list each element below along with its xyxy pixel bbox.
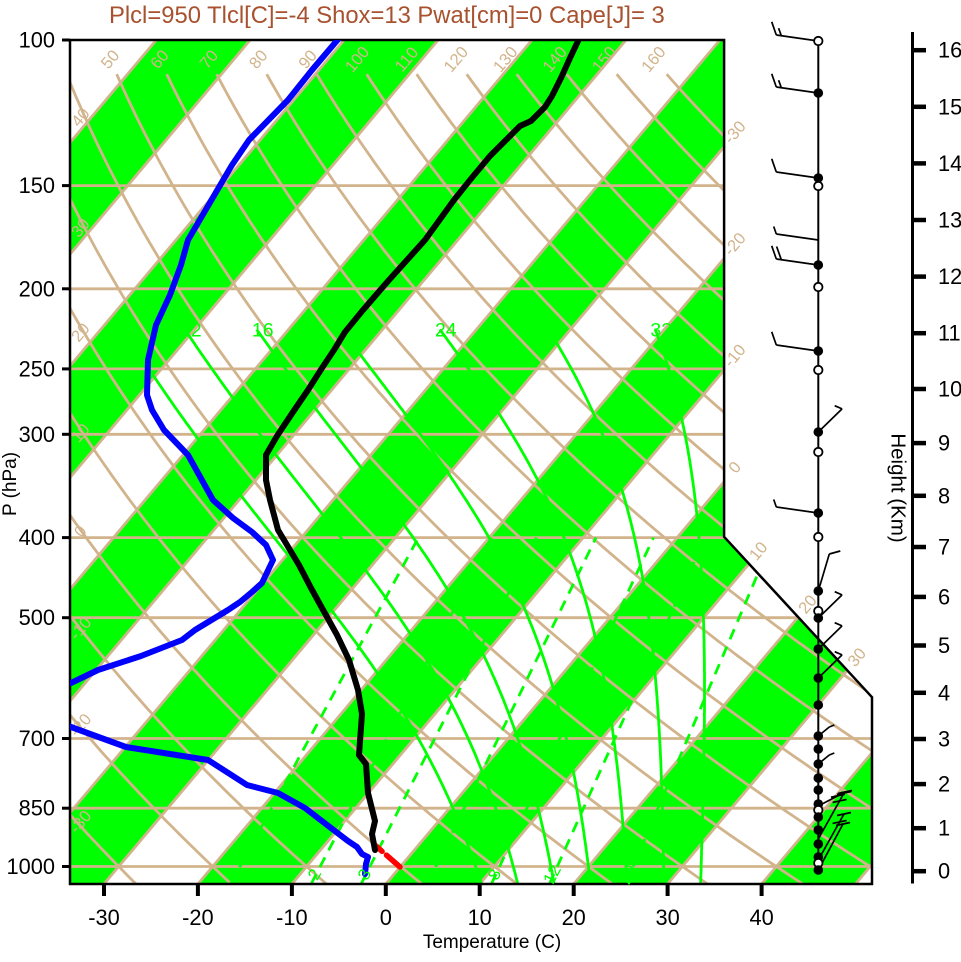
svg-text:3: 3 [938, 727, 950, 752]
svg-text:40: 40 [749, 905, 773, 930]
svg-text:11: 11 [938, 321, 961, 346]
svg-text:10: 10 [938, 377, 961, 402]
svg-text:0: 0 [380, 905, 392, 930]
svg-text:150: 150 [19, 173, 55, 198]
svg-text:300: 300 [19, 422, 55, 447]
svg-text:20: 20 [562, 905, 586, 930]
svg-text:0: 0 [938, 859, 950, 884]
svg-text:6: 6 [938, 584, 950, 609]
svg-text:400: 400 [19, 525, 55, 550]
svg-text:Plcl=950 Tlcl[C]=-4 Shox=13 Pw: Plcl=950 Tlcl[C]=-4 Shox=13 Pwat[cm]=0 C… [109, 2, 665, 29]
svg-text:7: 7 [938, 535, 950, 560]
svg-text:15: 15 [938, 94, 961, 119]
svg-text:250: 250 [19, 356, 55, 381]
svg-text:Temperature (C): Temperature (C) [423, 932, 561, 953]
svg-text:24: 24 [435, 320, 457, 342]
svg-text:16: 16 [938, 38, 961, 63]
svg-text:-20: -20 [182, 905, 214, 930]
svg-text:1000: 1000 [7, 854, 56, 879]
svg-text:14: 14 [938, 151, 961, 176]
svg-text:850: 850 [19, 796, 55, 821]
svg-text:16: 16 [252, 320, 274, 342]
svg-text:-10: -10 [276, 905, 308, 930]
svg-text:4: 4 [938, 680, 950, 705]
svg-text:12: 12 [938, 264, 961, 289]
svg-text:Height (Km): Height (Km) [887, 433, 910, 542]
svg-text:12: 12 [180, 320, 202, 342]
svg-text:2: 2 [938, 772, 950, 797]
svg-text:5: 5 [938, 633, 950, 658]
svg-text:30: 30 [655, 905, 679, 930]
svg-text:32: 32 [650, 320, 672, 342]
svg-text:500: 500 [19, 605, 55, 630]
svg-text:700: 700 [19, 726, 55, 751]
svg-text:9: 9 [938, 431, 950, 456]
svg-text:10: 10 [468, 905, 492, 930]
svg-text:P (hPa): P (hPa) [0, 452, 21, 516]
svg-text:-30: -30 [88, 905, 120, 930]
svg-text:1: 1 [938, 816, 950, 841]
svg-text:200: 200 [19, 276, 55, 301]
svg-text:28: 28 [544, 320, 566, 342]
svg-text:8: 8 [938, 483, 950, 508]
svg-text:13: 13 [938, 208, 961, 233]
svg-text:100: 100 [19, 28, 55, 53]
